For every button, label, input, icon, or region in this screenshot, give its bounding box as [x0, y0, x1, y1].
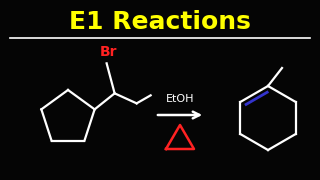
Text: EtOH: EtOH: [166, 94, 194, 104]
Text: E1 Reactions: E1 Reactions: [69, 10, 251, 34]
Text: Br: Br: [100, 45, 117, 59]
